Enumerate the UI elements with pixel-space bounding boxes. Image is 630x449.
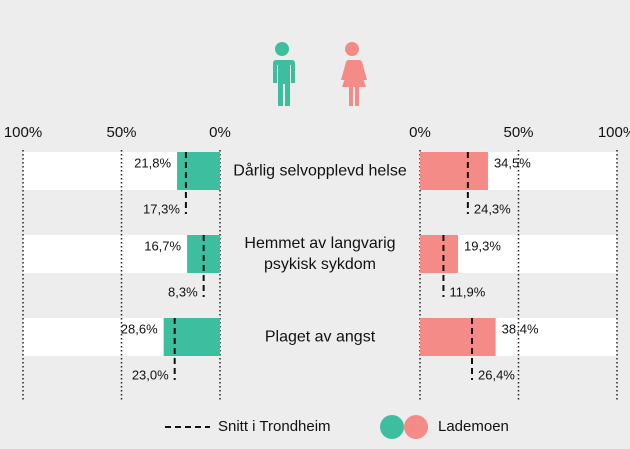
average-label: 23,0% <box>132 367 169 382</box>
value-label: 19,3% <box>464 238 501 253</box>
legend-average: Snitt i Trondheim <box>218 418 331 435</box>
average-label: 17,3% <box>143 201 180 216</box>
average-label: 8,3% <box>168 284 198 299</box>
category-label: Plaget av angst <box>264 328 376 346</box>
rows <box>23 152 617 356</box>
category-label: Hemmet av langvarig psykisk sykdom <box>244 235 396 273</box>
value-label: 28,6% <box>121 321 158 336</box>
value-label: 21,8% <box>134 155 171 170</box>
x-tick-label: 100% <box>4 124 42 141</box>
x-tick-label: 0% <box>409 124 431 141</box>
value-label: 38,4% <box>502 321 539 336</box>
x-tick-label: 50% <box>106 124 136 141</box>
x-tick-label: 0% <box>209 124 231 141</box>
bar <box>163 318 220 356</box>
value-label: 16,7% <box>144 238 181 253</box>
average-label: 11,9% <box>449 284 485 299</box>
man-icon <box>272 42 295 106</box>
bar <box>177 152 220 190</box>
bar <box>420 235 459 273</box>
x-tick-label: 100% <box>598 124 630 141</box>
x-tick-label: 50% <box>503 124 533 141</box>
bar <box>420 152 488 190</box>
category-label: Dårlig selvopplevd helse <box>233 162 407 180</box>
woman-icon <box>341 42 367 106</box>
average-label: 26,4% <box>478 367 515 382</box>
legend-swatch <box>380 415 404 439</box>
average-label: 24,3% <box>474 201 511 216</box>
value-label: 34,5% <box>494 155 531 170</box>
bar <box>420 318 496 356</box>
legend-bars: Lademoen <box>438 418 509 435</box>
legend-swatch <box>404 415 428 439</box>
